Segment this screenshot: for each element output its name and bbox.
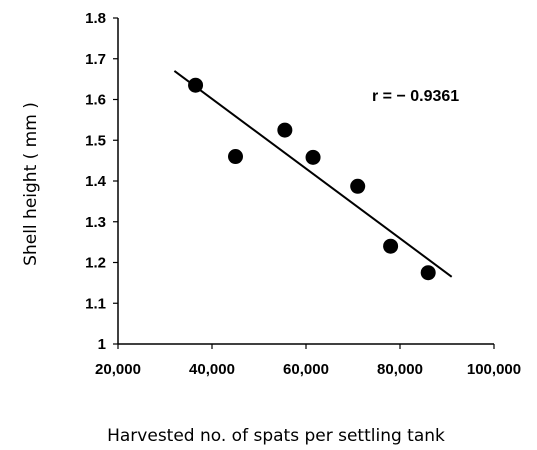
x-tick-label: 20,000 bbox=[95, 361, 141, 378]
data-point bbox=[350, 178, 366, 194]
axes bbox=[117, 18, 494, 345]
x-tick-label: 100,000 bbox=[467, 361, 521, 378]
x-tick-label: 60,000 bbox=[283, 361, 329, 378]
x-tick-label: 40,000 bbox=[189, 361, 235, 378]
y-tick-label: 1.2 bbox=[85, 255, 106, 272]
y-tick-label: 1.8 bbox=[85, 10, 106, 27]
y-tick-label: 1.1 bbox=[85, 295, 106, 312]
data-point bbox=[383, 238, 399, 254]
x-ticks: 20,000 40,000 60,000 80,000 100,000 bbox=[95, 344, 521, 378]
data-point bbox=[228, 149, 243, 165]
correlation-annotation: r = − 0.9361 bbox=[372, 88, 459, 105]
y-tick-label: 1.3 bbox=[85, 214, 106, 231]
x-tick-label: 80,000 bbox=[377, 361, 423, 378]
y-tick-label: 1.7 bbox=[85, 51, 106, 68]
data-point bbox=[277, 122, 293, 138]
data-point bbox=[188, 77, 204, 93]
x-axis-title: Harvested no. of spats per settling tank bbox=[107, 426, 445, 446]
y-tick-label: 1.4 bbox=[85, 173, 107, 190]
y-ticks: 1 1.1 1.2 1.3 1.4 1.5 1.6 1.7 1.8 bbox=[85, 10, 118, 353]
y-tick-label: 1 bbox=[98, 336, 106, 353]
y-tick-label: 1.6 bbox=[85, 92, 106, 109]
y-axis-title: Shell height ( mm ) bbox=[21, 102, 41, 266]
data-point bbox=[420, 265, 436, 281]
data-points bbox=[188, 77, 436, 281]
data-point bbox=[305, 149, 321, 165]
regression-line bbox=[173, 70, 453, 278]
y-tick-label: 1.5 bbox=[85, 132, 106, 149]
